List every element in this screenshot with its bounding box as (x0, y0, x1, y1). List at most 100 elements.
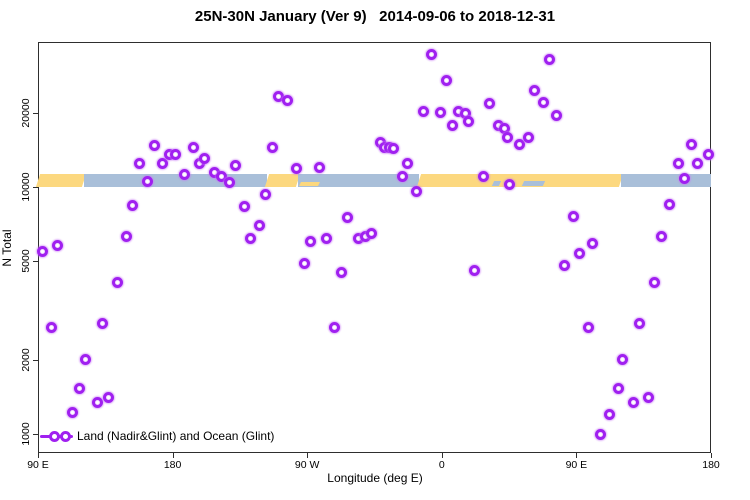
x-tick (172, 453, 174, 458)
data-point (328, 321, 340, 333)
data-point (523, 131, 535, 143)
data-point (543, 54, 555, 66)
data-point (434, 106, 446, 118)
data-point (663, 198, 675, 210)
data-point (446, 119, 458, 131)
data-point (397, 171, 409, 183)
x-tick-label: 90 E (565, 459, 588, 471)
y-tick-label: 5000 (20, 249, 32, 274)
data-point (425, 48, 437, 60)
x-tick-label: 90 W (294, 459, 320, 471)
y-tick-label: 20000 (20, 98, 32, 128)
x-tick-label: 180 (702, 459, 720, 471)
x-tick (711, 453, 712, 458)
data-point (45, 321, 57, 333)
x-tick (38, 453, 39, 458)
data-point (503, 179, 515, 191)
data-point (478, 171, 490, 183)
data-point (418, 105, 430, 117)
y-tick (33, 187, 38, 188)
data-point (558, 260, 570, 272)
data-point (342, 212, 354, 224)
plot-box (38, 42, 711, 453)
data-point (656, 231, 668, 243)
data-point (366, 227, 377, 239)
band-segment-land (417, 174, 624, 187)
data-point (633, 318, 645, 330)
data-point (96, 318, 108, 330)
band-segment-ocean (84, 174, 267, 187)
data-point (188, 141, 200, 153)
data-point (298, 258, 310, 270)
data-point (216, 171, 228, 183)
data-point (198, 152, 210, 164)
y-tick (33, 434, 38, 435)
x-tick-label: 180 (163, 459, 182, 471)
data-point (612, 382, 624, 394)
data-point (401, 158, 413, 170)
x-axis-label: Longitude (deg E) (327, 471, 423, 485)
data-point (587, 238, 599, 250)
data-point (170, 149, 182, 161)
data-point (410, 186, 422, 198)
band-segment-land (264, 174, 301, 187)
data-point (74, 382, 86, 394)
y-tick (33, 359, 38, 361)
data-point (529, 85, 541, 97)
data-point (678, 173, 690, 185)
data-point (440, 75, 452, 87)
data-point (313, 161, 325, 173)
data-point (502, 131, 514, 143)
data-point (102, 391, 114, 403)
data-point (291, 162, 303, 174)
data-point (223, 177, 235, 189)
band-segment-ocean (298, 174, 420, 187)
data-point (672, 157, 684, 169)
data-point (594, 428, 606, 440)
data-point (469, 264, 481, 276)
data-point (253, 219, 265, 231)
data-point (648, 277, 660, 289)
data-point (304, 236, 316, 248)
data-point (244, 232, 256, 244)
data-point (126, 199, 138, 211)
data-point (463, 115, 475, 127)
band-segment-ocean (621, 174, 711, 187)
data-point (179, 169, 191, 181)
data-point (92, 397, 104, 409)
data-point (336, 267, 348, 279)
band-segment-land (35, 174, 87, 187)
data-point (321, 232, 333, 244)
legend-label: Land (Nadir&Glint) and Ocean (Glint) (77, 429, 275, 443)
band-patch-land (298, 182, 321, 186)
chart-title: 25N-30N January (Ver 9) 2014-09-06 to 20… (194, 8, 556, 25)
x-tick (441, 453, 443, 458)
data-point (259, 189, 271, 201)
data-point (282, 95, 294, 107)
data-point (388, 143, 400, 155)
data-point (238, 201, 250, 213)
data-point (692, 157, 704, 169)
x-tick (576, 453, 578, 458)
data-point (141, 176, 153, 188)
data-point (134, 157, 146, 169)
data-point (617, 354, 629, 366)
data-point (66, 407, 78, 419)
legend-circle-icon (49, 431, 60, 442)
data-point (551, 110, 563, 122)
data-point (627, 397, 639, 409)
data-point (149, 140, 161, 152)
data-point (120, 231, 132, 243)
y-tick (33, 261, 38, 263)
x-tick (307, 453, 309, 458)
y-tick-label: 10000 (20, 172, 32, 202)
data-point (603, 408, 615, 420)
data-point (686, 139, 698, 151)
y-tick-label: 2000 (20, 347, 32, 372)
data-point (537, 97, 549, 109)
data-point (567, 210, 579, 222)
data-point (642, 391, 654, 403)
x-tick-label: 90 E (27, 459, 49, 471)
band-patch-ocean (521, 181, 545, 186)
